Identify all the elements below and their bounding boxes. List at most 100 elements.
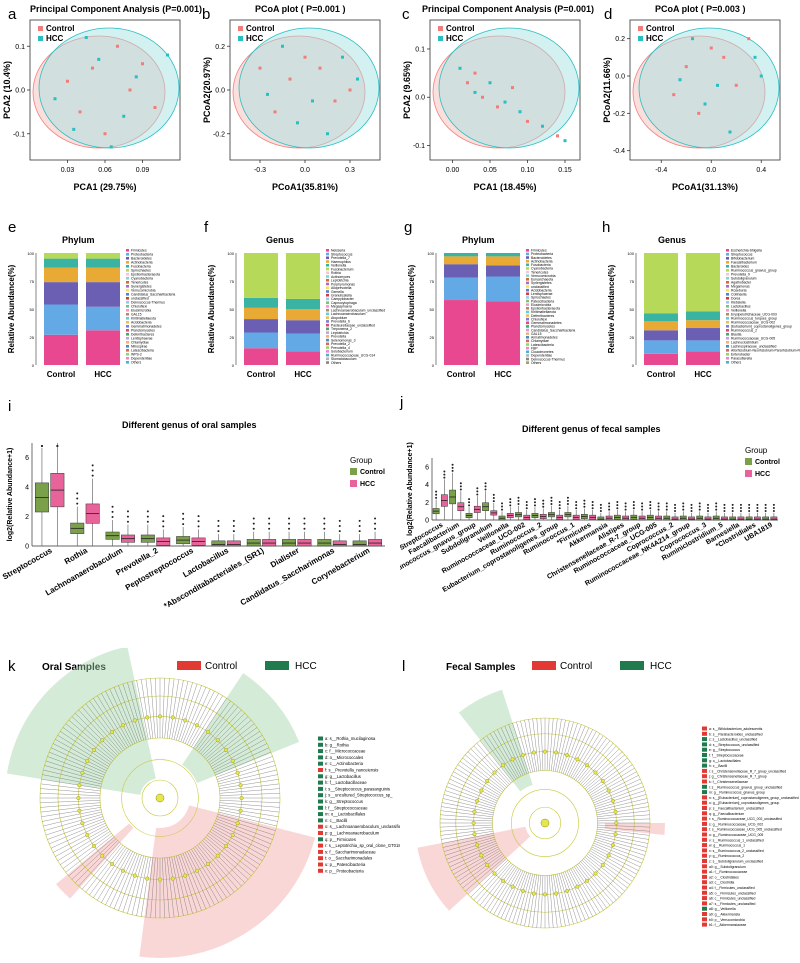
bar-segment bbox=[44, 258, 78, 268]
legend-swatch-hcc bbox=[745, 470, 752, 477]
taxa-swatch bbox=[702, 753, 707, 757]
panel-h: h Genus 100 75 50 25 0 Relative Abundance(%) C… bbox=[600, 215, 800, 390]
tree-branch bbox=[65, 835, 113, 873]
taxa-label: o: s__Lachnoanaerobaculum_unclassified bbox=[325, 824, 400, 829]
tree-branch bbox=[592, 778, 641, 802]
outlier-point bbox=[358, 524, 361, 527]
legend-swatch bbox=[726, 337, 729, 340]
y-tick-label: 75 bbox=[230, 279, 235, 284]
legend-label: Kiritimatiellaeota bbox=[531, 310, 556, 314]
tree-branch bbox=[202, 713, 245, 756]
tree-branch bbox=[592, 844, 641, 868]
root-node bbox=[540, 818, 550, 828]
control-point bbox=[511, 86, 514, 90]
outlier-point bbox=[509, 498, 512, 501]
tree-branch bbox=[169, 857, 179, 917]
tree-node bbox=[575, 757, 580, 762]
taxa-swatch bbox=[318, 774, 323, 779]
legend-label: Acidobacteria bbox=[531, 288, 552, 292]
outlier-point bbox=[624, 508, 627, 511]
outlier-point bbox=[583, 502, 586, 505]
legend-label: Cloacimonetes bbox=[531, 350, 554, 354]
legend-label: Ruminococcus_2 bbox=[731, 329, 757, 333]
outlier-point bbox=[616, 504, 619, 507]
control-point bbox=[466, 81, 469, 85]
tree-branch bbox=[85, 845, 123, 893]
outlier-point bbox=[484, 482, 487, 485]
legend-swatch bbox=[526, 259, 529, 263]
legend-swatch-hcc bbox=[265, 661, 289, 670]
tree-branch bbox=[595, 837, 647, 852]
taxa-label: u: g__Ruminococcaceae_UCG_005 bbox=[709, 833, 763, 837]
legend-label: Deinococcus-Thermus bbox=[531, 357, 565, 361]
box-hcc bbox=[770, 516, 778, 521]
tree-node bbox=[510, 884, 515, 889]
tree-branch bbox=[213, 743, 268, 771]
y-tick-label: -0.4 bbox=[613, 148, 625, 155]
x-tick-label: HCC bbox=[294, 370, 312, 379]
bar-segment bbox=[286, 309, 320, 321]
tree-branch bbox=[553, 874, 562, 927]
legend-label: Megasphaera bbox=[331, 305, 352, 309]
tree-branch bbox=[455, 767, 501, 796]
legend-label: Lachnoclostridium bbox=[731, 341, 759, 345]
legend-label: Treponema_2 bbox=[331, 327, 352, 331]
legend-label: Chlamydiae bbox=[531, 339, 549, 343]
tree-branch bbox=[109, 688, 136, 744]
x-tick-label: Control bbox=[447, 370, 475, 379]
outlier-point bbox=[338, 519, 341, 522]
taxa-swatch bbox=[318, 780, 323, 785]
control-point bbox=[318, 66, 322, 70]
hcc-point bbox=[678, 78, 682, 82]
tree-branch bbox=[440, 814, 493, 820]
box-hcc bbox=[332, 540, 347, 547]
bar-segment bbox=[86, 253, 120, 259]
legend-swatch bbox=[326, 290, 329, 293]
tree-branch bbox=[205, 719, 252, 760]
legend-swatch-control bbox=[350, 468, 357, 475]
outlier-point bbox=[451, 469, 454, 472]
hcc-point bbox=[166, 53, 169, 57]
tree-node bbox=[606, 853, 611, 858]
legend-label: Latescibacteria bbox=[131, 349, 154, 353]
taxa-label: m: o__Lactobacillales bbox=[325, 812, 365, 817]
tree-branch bbox=[555, 874, 566, 927]
tree-branch bbox=[180, 854, 202, 911]
tree-branch bbox=[97, 849, 129, 901]
legend-control: Control bbox=[560, 661, 592, 672]
legend-swatch bbox=[326, 282, 329, 286]
legend-label: Planctomycetes bbox=[131, 329, 155, 333]
x-tick-label: 0.15 bbox=[558, 167, 572, 174]
control-highlight bbox=[604, 823, 665, 835]
tree-branch bbox=[563, 724, 582, 774]
legend-swatch bbox=[526, 263, 529, 267]
outlier-point bbox=[723, 503, 726, 506]
tree-branch bbox=[473, 861, 510, 901]
legend-swatch-control bbox=[38, 26, 43, 31]
taxa-label: t: o__Saccharimonadales bbox=[325, 856, 372, 861]
outlier-point bbox=[323, 522, 326, 525]
box-control bbox=[597, 516, 605, 521]
tree-node bbox=[600, 779, 605, 784]
outlier-point bbox=[459, 482, 462, 485]
outlier-point bbox=[698, 502, 701, 505]
control-point bbox=[116, 44, 119, 48]
legend-swatch bbox=[126, 285, 129, 288]
taxa-swatch bbox=[702, 869, 707, 874]
control-point bbox=[709, 46, 713, 50]
control-ellipse bbox=[32, 35, 166, 149]
tree-branch bbox=[590, 848, 637, 875]
legend-swatch bbox=[726, 285, 729, 288]
taxa-label: c: f__Micrococcaceae bbox=[325, 749, 366, 754]
legend-label: Ruminococcus_torques_group bbox=[731, 317, 777, 321]
taxa-swatch bbox=[318, 749, 323, 754]
outlier-point bbox=[657, 505, 660, 508]
tree-branch bbox=[500, 870, 524, 919]
legend-label: Others bbox=[731, 361, 741, 365]
y-tick-label: 0.2 bbox=[615, 36, 625, 43]
outlier-point bbox=[252, 522, 255, 525]
legend-label: Escherichia-Shigella bbox=[731, 249, 762, 253]
outlier-point bbox=[764, 510, 767, 513]
chart-title: Phylum bbox=[62, 235, 95, 245]
tree-branch bbox=[546, 718, 550, 771]
